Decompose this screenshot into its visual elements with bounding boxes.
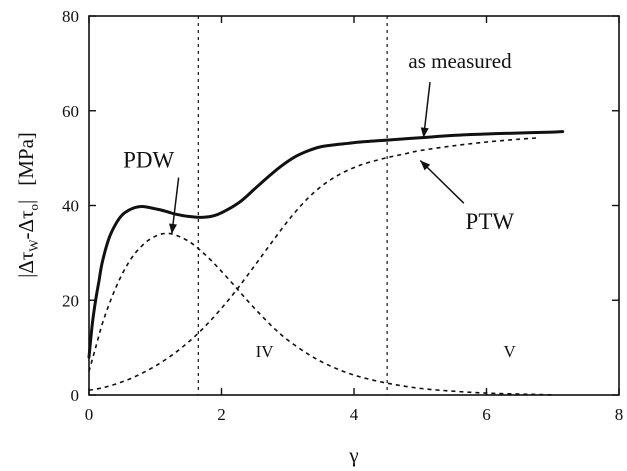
annotation-pdw: PDW bbox=[123, 148, 174, 173]
x-tick-label: 4 bbox=[350, 405, 359, 424]
region-label: V bbox=[504, 342, 517, 361]
y-axis-title-sub2: o bbox=[26, 204, 41, 211]
y-tick-label: 20 bbox=[62, 291, 79, 310]
y-axis-title-bar-left: | bbox=[14, 274, 38, 278]
annotation-arrowhead-as-measured bbox=[420, 127, 429, 138]
x-tick-label: 0 bbox=[85, 405, 94, 424]
svg-text:|ΔτW-Δτo|[MPa]: |ΔτW-Δτo|[MPa] bbox=[14, 132, 41, 278]
plot-area-border bbox=[88, 15, 620, 396]
series-line-as-measured bbox=[87, 130, 565, 359]
annotation-arrowhead-pdw bbox=[169, 223, 177, 234]
vertical-divider-lines bbox=[197, 16, 388, 395]
series-line-ptw bbox=[88, 136, 540, 392]
y-tick-label: 0 bbox=[71, 386, 80, 405]
y-tick-label: 80 bbox=[62, 7, 79, 26]
x-tick-label: 2 bbox=[217, 405, 226, 424]
annotation-arrowhead-ptw bbox=[420, 160, 431, 171]
y-axis-title-sub1: W bbox=[26, 239, 41, 252]
annotation-arrow-ptw bbox=[419, 159, 465, 204]
region-label: IV bbox=[256, 342, 275, 361]
plot-frame bbox=[88, 15, 620, 396]
y-axis-title-minus: - bbox=[14, 232, 38, 239]
y-axis-title-delta1: Δτ bbox=[14, 252, 38, 274]
x-tick-label: 8 bbox=[615, 405, 624, 424]
y-tick-label: 60 bbox=[62, 102, 79, 121]
series-layer bbox=[87, 130, 565, 396]
annotations: as measured PDW PTW bbox=[123, 49, 514, 234]
y-axis-title-delta2: Δτ bbox=[14, 210, 38, 232]
region-labels: IV V bbox=[256, 342, 517, 361]
series-line-pdw bbox=[88, 232, 553, 396]
annotation-as-measured: as measured bbox=[408, 49, 512, 73]
y-axis-title-unit: [MPa] bbox=[14, 132, 38, 186]
y-axis-ticks: 0 20 40 60 80 bbox=[62, 7, 619, 405]
annotation-ptw: PTW bbox=[466, 209, 515, 234]
y-tick-label: 40 bbox=[62, 197, 79, 216]
x-axis-ticks: 0 2 4 6 8 bbox=[85, 16, 624, 424]
x-axis-title: γ bbox=[348, 443, 358, 467]
y-axis-title-bar-right: | bbox=[14, 200, 38, 204]
y-axis-title: |ΔτW-Δτo|[MPa] bbox=[14, 132, 41, 278]
x-tick-label: 6 bbox=[482, 405, 491, 424]
